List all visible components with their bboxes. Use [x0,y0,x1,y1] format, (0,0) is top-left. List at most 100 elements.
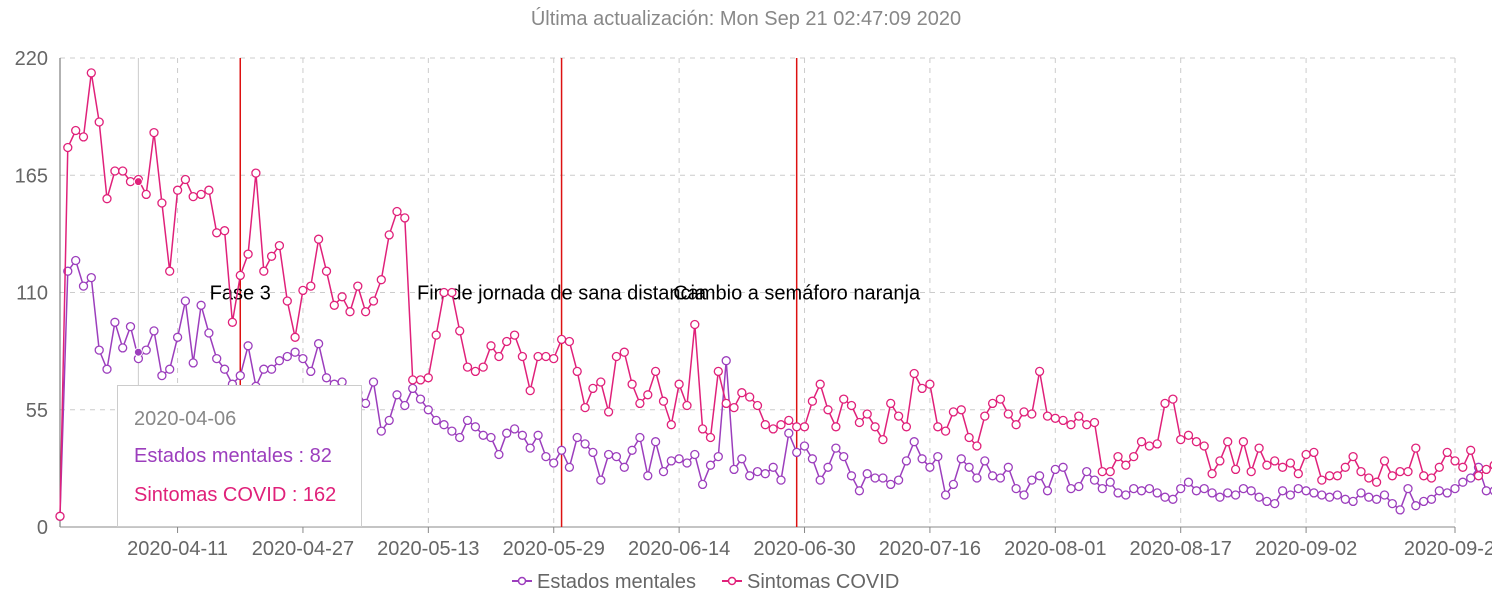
data-point [666,456,676,466]
data-point [1152,439,1162,449]
data-point [368,296,379,306]
data-point [1105,466,1115,477]
data-point [1348,451,1358,462]
data-point [901,422,912,432]
data-point [846,400,857,411]
data-point [1238,437,1249,447]
data-point [259,266,269,276]
data-point [376,426,386,436]
data-point [862,469,872,479]
data-point [219,226,230,236]
data-point [1293,469,1303,479]
data-point [690,319,700,330]
data-point [690,449,700,460]
data-point [588,447,598,458]
data-point [572,432,582,443]
data-point [768,462,778,472]
data-point [400,400,410,411]
y-tick-label: 165 [15,165,48,187]
data-point [455,326,465,336]
data-point [956,454,966,464]
legend[interactable]: Estados mentales Sintomas COVID [512,571,899,593]
data-point [1426,494,1437,504]
data-point [494,351,504,362]
data-point [1160,492,1170,502]
data-point [917,454,927,464]
data-point [212,353,222,364]
data-point [745,471,755,481]
data-point [948,479,959,490]
data-point [509,424,520,434]
data-point [854,486,865,496]
data-point [886,398,896,409]
highlight-point-mental [133,347,143,357]
data-point [839,394,849,404]
legend-item-mental[interactable]: Estados mentales [512,571,696,593]
data-point [1254,492,1264,502]
data-point [431,415,441,426]
data-point [807,454,818,464]
data-point [1183,477,1194,487]
data-point [933,422,943,432]
annotation-label: Fin de jornada de sana distancia [417,283,707,305]
data-point [697,479,708,490]
tooltip-covid: Sintomas COVID : 162 [134,484,337,506]
data-point [784,428,794,438]
data-point [823,405,833,415]
data-point [925,462,935,472]
data-point [1270,498,1280,509]
data-point [282,296,292,306]
data-point [345,307,355,317]
data-point [423,405,433,415]
data-point [1262,460,1272,470]
data-point [1183,430,1194,440]
data-point [933,451,943,462]
data-point [102,364,112,374]
data-point [1395,466,1405,477]
data-point [1450,456,1460,466]
x-tick-label: 2020-09-02 [1255,538,1357,560]
data-point [1466,445,1476,455]
data-point [313,339,324,349]
data-point [227,317,238,327]
tooltip: 2020-04-06 Estados mentales : 82 Sintoma… [117,385,362,527]
data-point [1387,471,1397,481]
data-point [1458,477,1468,487]
data-point [1277,486,1288,496]
data-point [149,326,159,336]
data-point [674,454,684,464]
data-point [1387,498,1397,509]
data-point [1113,488,1123,498]
data-point [204,328,214,338]
data-point [1270,456,1280,466]
data-point [1199,441,1209,451]
data-point [1356,466,1366,477]
legend-item-covid[interactable]: Sintomas COVID [722,571,899,593]
data-point [1317,475,1327,485]
data-point [415,394,426,404]
data-point [290,347,300,357]
data-point [1199,483,1209,494]
data-point [737,454,747,464]
data-point [110,317,120,327]
data-point [1215,492,1225,502]
data-point [627,445,637,455]
data-point [541,351,551,362]
data-point [588,383,598,394]
data-point [204,185,214,195]
data-point [1207,488,1217,498]
x-tick-label: 2020-06-30 [753,538,855,560]
data-point [1050,464,1060,475]
data-point [760,420,770,430]
data-point [71,255,81,266]
data-point [165,266,175,276]
data-point [1458,462,1468,472]
data-point [180,296,191,306]
data-point [478,362,488,372]
data-point [893,411,904,421]
data-point [266,251,277,261]
data-point [823,462,833,472]
data-point [180,174,191,185]
data-point [1371,477,1382,487]
data-point [635,398,645,409]
